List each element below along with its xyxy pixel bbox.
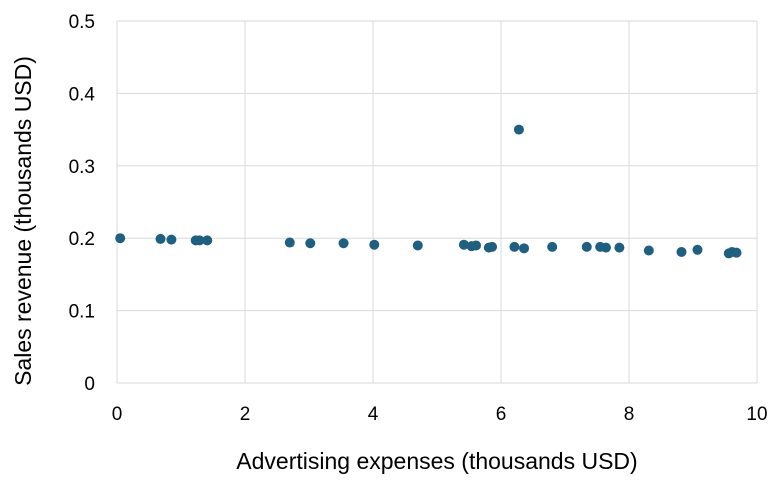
- y-tick-label: 0.5: [69, 12, 95, 33]
- x-tick-label: 10: [746, 404, 767, 425]
- x-axis-title: Advertising expenses (thousands USD): [236, 448, 637, 474]
- data-point: [731, 247, 742, 258]
- data-point: [458, 239, 469, 250]
- data-point: [519, 243, 530, 254]
- data-point: [155, 233, 166, 244]
- data-point: [600, 242, 611, 253]
- data-point: [412, 240, 423, 251]
- data-point: [581, 241, 592, 252]
- y-axis-title: Sales revenue (thousands USD): [10, 56, 36, 386]
- data-point: [614, 242, 625, 253]
- data-point: [676, 246, 687, 257]
- x-axis-ticks: 0 2 4 6 8 10: [112, 404, 768, 425]
- data-point: [338, 238, 349, 249]
- data-point: [194, 235, 205, 246]
- data-point: [487, 241, 498, 252]
- data-point: [369, 239, 380, 250]
- data-point: [513, 124, 524, 135]
- x-tick-label: 4: [368, 404, 379, 425]
- data-point: [166, 234, 177, 245]
- x-tick-label: 2: [240, 404, 251, 425]
- y-tick-label: 0.2: [69, 229, 95, 250]
- data-point: [115, 233, 126, 244]
- y-tick-label: 0.1: [69, 302, 95, 323]
- data-point: [547, 241, 558, 252]
- y-tick-label: 0.4: [69, 84, 96, 105]
- y-tick-label: 0.3: [69, 157, 95, 178]
- data-point: [471, 240, 482, 251]
- data-points: [115, 124, 742, 259]
- y-tick-label: 0: [84, 374, 95, 395]
- x-tick-label: 0: [112, 404, 123, 425]
- data-point: [284, 237, 295, 248]
- data-point: [305, 238, 316, 249]
- x-tick-label: 8: [624, 404, 635, 425]
- grid: [116, 20, 758, 384]
- y-axis-ticks: 0 0.1 0.2 0.3 0.4 0.5: [69, 12, 96, 395]
- data-point: [692, 244, 703, 255]
- data-point: [509, 241, 520, 252]
- data-point: [643, 245, 654, 256]
- data-point: [202, 235, 213, 246]
- x-tick-label: 6: [496, 404, 507, 425]
